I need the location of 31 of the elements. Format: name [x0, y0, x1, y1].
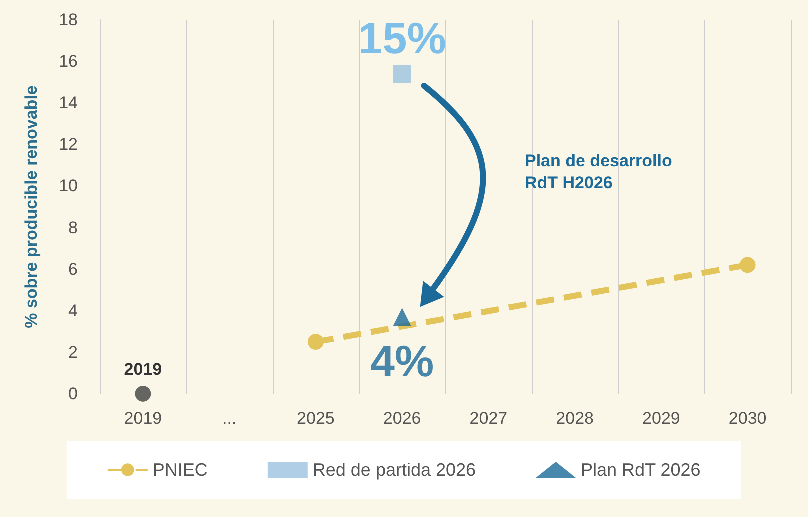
point	[308, 334, 324, 350]
y-tick-label: 8	[68, 218, 78, 238]
y-tick-label: 2	[68, 342, 78, 362]
legend-label: Red de partida 2026	[312, 460, 476, 480]
y-tick-label: 0	[68, 384, 78, 404]
y-axis-title: % sobre producible renovable	[22, 86, 41, 328]
annotation: 2019	[124, 360, 162, 379]
x-tick-label: 2025	[297, 409, 335, 428]
x-tick-label: 2027	[470, 409, 508, 428]
x-tick-label: 2028	[556, 409, 594, 428]
y-tick-label: 18	[59, 10, 78, 30]
point	[740, 257, 756, 274]
x-tick-label: 2026	[383, 409, 422, 428]
y-tick-label: 14	[59, 94, 78, 113]
data-label: 4%	[370, 338, 434, 387]
legend-label: Plan RdT 2026	[581, 460, 701, 480]
y-tick-label: 10	[59, 176, 78, 196]
x-tick-label: 2030	[728, 409, 767, 428]
legend-label: PNIEC	[152, 460, 208, 480]
x-tick-label: 2029	[642, 409, 680, 428]
x-tick-label: 2019	[124, 409, 162, 428]
y-tick-label: 16	[59, 52, 78, 72]
annotation: Plan de desarrollo RdT H2026	[525, 152, 678, 192]
point	[393, 308, 412, 326]
y-tick-label: 12	[59, 135, 78, 154]
y-tick-label: 4	[68, 301, 78, 320]
y-tick-label: 6	[68, 260, 78, 279]
x-tick-label: ...	[222, 409, 237, 428]
point	[135, 386, 152, 402]
data-label: 15%	[358, 14, 446, 64]
point	[393, 65, 412, 84]
